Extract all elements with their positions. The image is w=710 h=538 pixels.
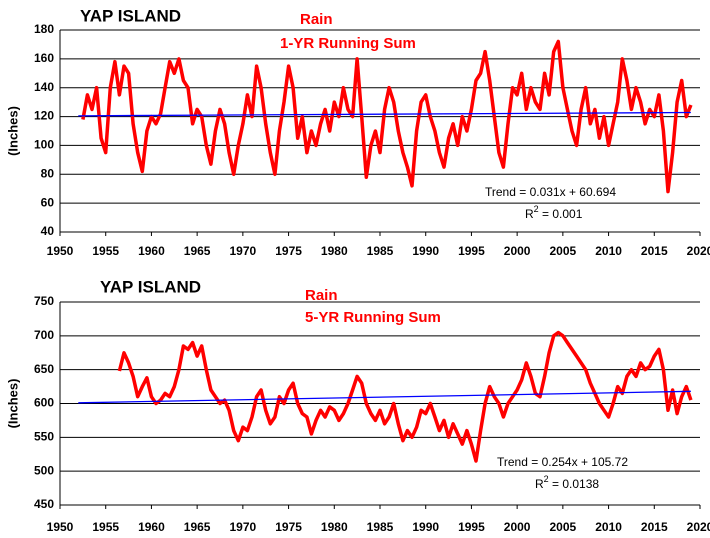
panel: 450 500 550 600 650 700 750 1950 1955 1960 1965 197… (5, 277, 710, 534)
trend-line (78, 111, 691, 117)
annotation: Rain (300, 11, 333, 28)
panel: 40 60 80 100 120 140 160 180 1950 1955 1960 1965 197… (5, 6, 710, 258)
x-tick-label: 1985 (367, 244, 394, 258)
y-tick-label: 650 (34, 362, 54, 376)
x-tick-label: 1995 (458, 520, 485, 534)
y-tick-label: 100 (34, 138, 54, 152)
x-tick-label: 1965 (184, 520, 211, 534)
r2-base: R (535, 477, 544, 491)
annotation: 5-YR Running Sum (305, 309, 441, 326)
x-tick-label: 1980 (321, 520, 348, 534)
y-axis-label: (Inches) (5, 106, 20, 156)
r2-base: R (525, 207, 534, 221)
trend-line (78, 390, 691, 404)
y-tick-label: 60 (41, 195, 55, 209)
x-tick-label: 1975 (275, 520, 302, 534)
x-tick-label: 2020 (687, 244, 710, 258)
r2-label: R2 = 0.001 (525, 204, 583, 221)
x-tick-label: 1955 (92, 244, 119, 258)
y-tick-label: 550 (34, 430, 54, 444)
x-tick-label: 2010 (595, 520, 622, 534)
y-tick-label: 180 (34, 22, 54, 36)
x-tick-label: 1980 (321, 244, 348, 258)
chart-title: YAP ISLAND (100, 277, 201, 296)
x-tick-label: 1955 (92, 520, 119, 534)
y-tick-label: 140 (34, 80, 54, 94)
x-tick-label: 2000 (504, 520, 531, 534)
y-tick-label: 450 (34, 497, 54, 511)
x-tick-label: 1960 (138, 244, 165, 258)
x-tick-label: 2010 (595, 244, 622, 258)
data-line (81, 39, 693, 194)
x-tick-label: 1990 (412, 244, 439, 258)
x-tick-label: 1960 (138, 520, 165, 534)
x-tick-label: 2015 (641, 520, 668, 534)
x-tick-label: 1970 (230, 520, 257, 534)
x-tick-label: 1975 (275, 244, 302, 258)
x-tick-label: 2005 (550, 520, 577, 534)
r2-rest: = 0.001 (539, 207, 583, 221)
r2-sup: 2 (534, 204, 539, 214)
x-tick-label: 1995 (458, 244, 485, 258)
x-tick-label: 1990 (412, 520, 439, 534)
y-tick-label: 600 (34, 396, 54, 410)
trend-label: Trend = 0.031x + 60.694 (485, 185, 616, 199)
x-tick-label: 2000 (504, 244, 531, 258)
trend-label: Trend = 0.254x + 105.72 (497, 455, 628, 469)
y-axis-label: (Inches) (5, 379, 20, 429)
x-tick-label: 1950 (47, 520, 74, 534)
y-tick-label: 700 (34, 328, 54, 342)
y-tick-label: 750 (34, 294, 54, 308)
annotation: 1-YR Running Sum (280, 35, 416, 52)
r2-rest: = 0.0138 (549, 477, 600, 491)
x-tick-label: 2015 (641, 244, 668, 258)
x-tick-label: 2020 (687, 520, 710, 534)
data-line (117, 330, 693, 463)
y-tick-label: 120 (34, 109, 54, 123)
x-tick-label: 2005 (550, 244, 577, 258)
r2-sup: 2 (544, 474, 549, 484)
y-tick-label: 500 (34, 463, 54, 477)
y-tick-label: 40 (41, 224, 55, 238)
x-tick-label: 1970 (230, 244, 257, 258)
annotation: Rain (305, 287, 338, 304)
y-tick-label: 80 (41, 166, 55, 180)
x-tick-label: 1965 (184, 244, 211, 258)
x-tick-label: 1985 (367, 520, 394, 534)
r2-label: R2 = 0.0138 (535, 474, 599, 491)
chart-title: YAP ISLAND (80, 6, 181, 25)
x-tick-label: 1950 (47, 244, 74, 258)
y-tick-label: 160 (34, 51, 54, 65)
